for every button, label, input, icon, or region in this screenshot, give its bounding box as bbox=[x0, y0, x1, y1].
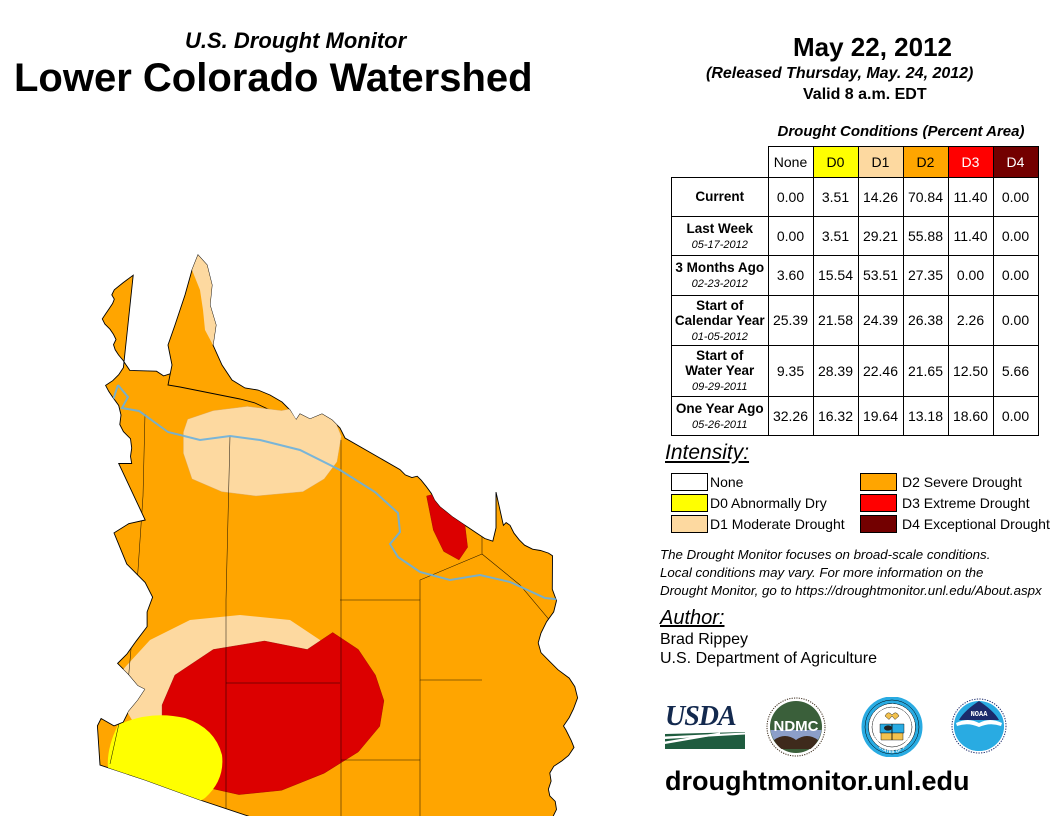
svg-text:USDA: USDA bbox=[665, 701, 736, 732]
svg-text:NDMC: NDMC bbox=[774, 718, 819, 735]
svg-text:NOAA: NOAA bbox=[971, 711, 989, 719]
